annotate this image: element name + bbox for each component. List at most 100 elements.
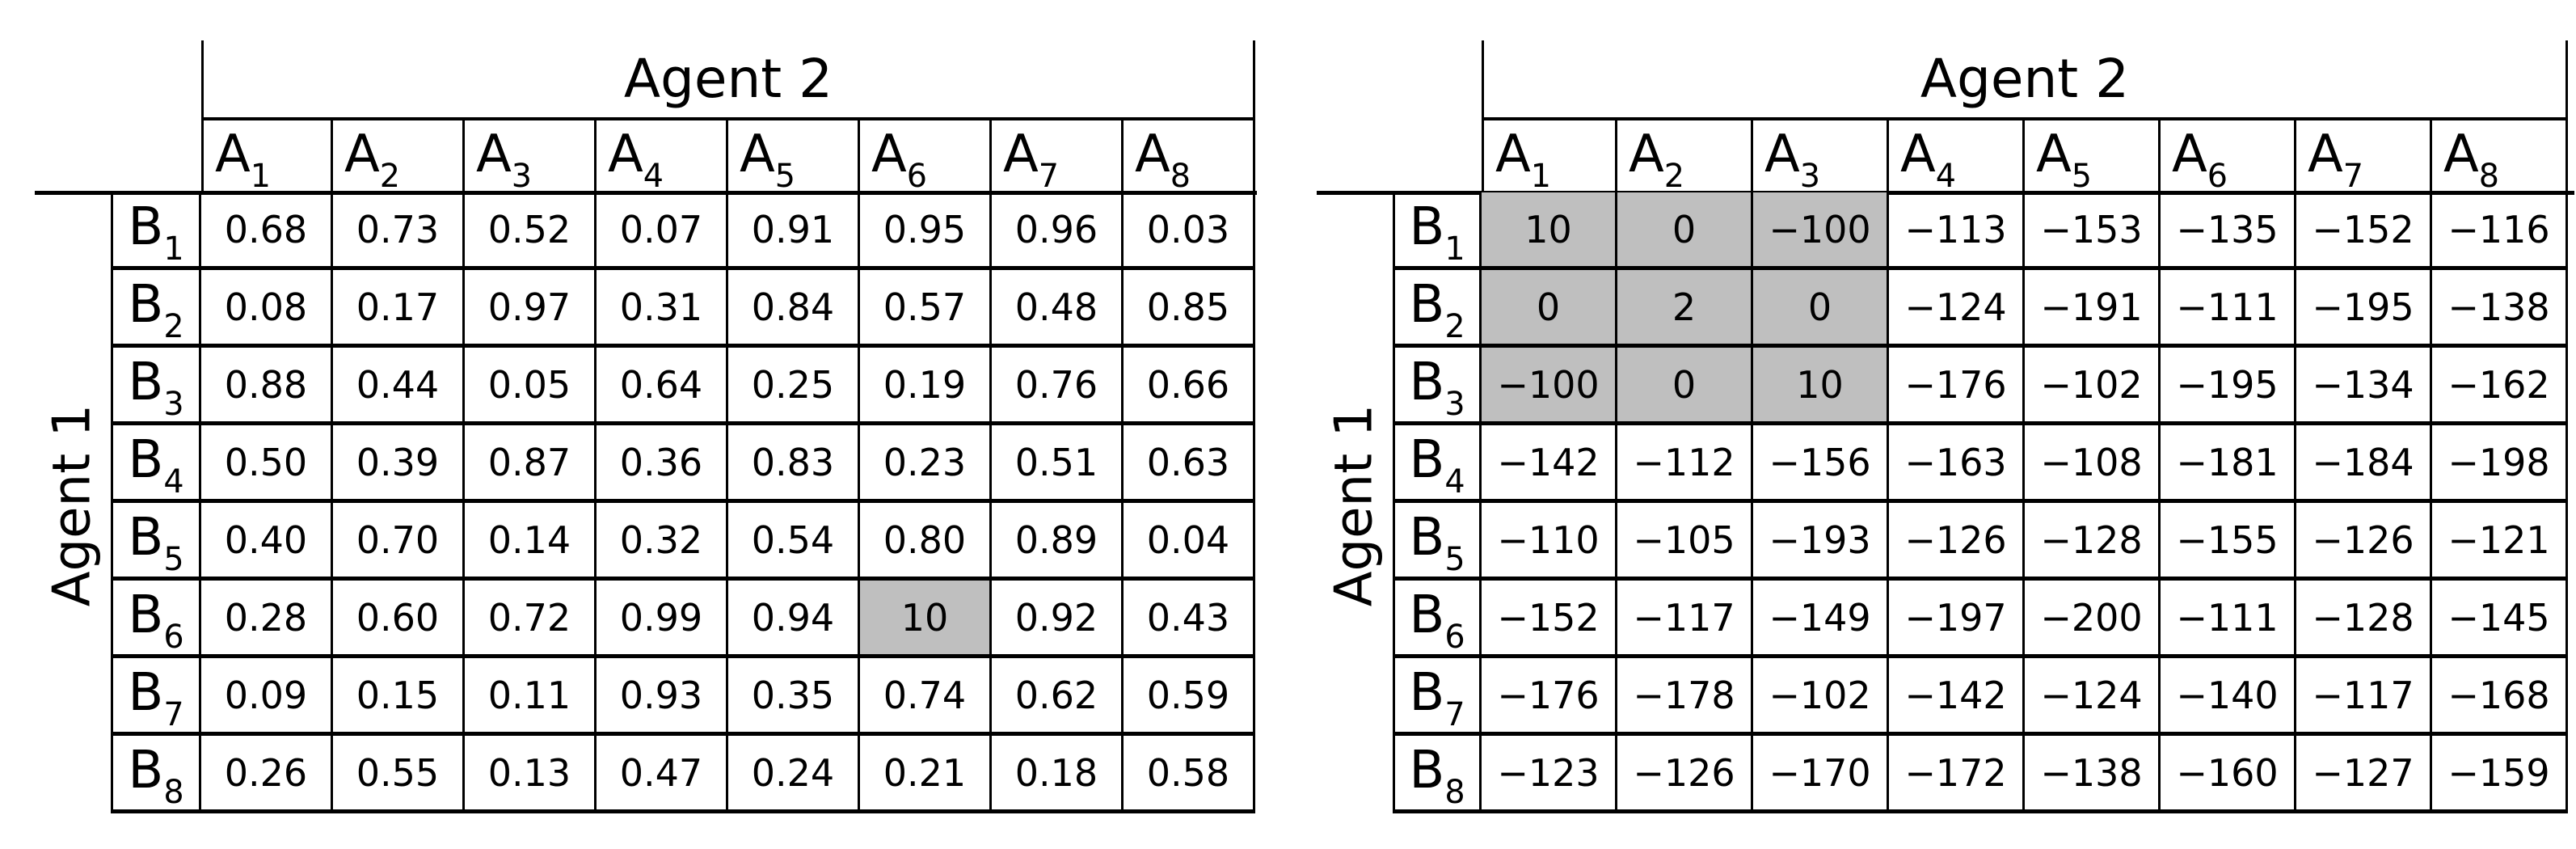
col-group-title: Agent 2 — [201, 40, 1255, 117]
col-header: A4 — [597, 117, 728, 192]
subscripted-label: B5 — [1409, 507, 1465, 579]
matrix-cell: −200 — [2025, 581, 2161, 658]
matrix-cell: 0.50 — [201, 425, 333, 503]
payoff-matrix-right: Agent 1 Agent 2 A1 A2 A3 A4 A5 A6 A7 A8 B1 10 0 −100−… — [1317, 0, 2574, 849]
matrix-cell: 0.70 — [333, 503, 465, 581]
col-header: A3 — [1753, 117, 1889, 192]
matrix-cell: −152 — [2296, 192, 2432, 270]
matrix-cell: −108 — [2025, 425, 2161, 503]
matrix-cell: −110 — [1482, 503, 1617, 581]
matrix-cell: −142 — [1482, 425, 1617, 503]
matrix-cell: 10 — [1753, 348, 1889, 425]
matrix-cell: 0.97 — [465, 270, 597, 348]
matrix-cell: −126 — [2296, 503, 2432, 581]
row-group-title-text: Agent 1 — [42, 403, 102, 607]
subscripted-label: A1 — [1495, 124, 1552, 196]
subscripted-label: B1 — [128, 196, 184, 268]
subscripted-label: A8 — [1135, 124, 1191, 196]
col-header: A5 — [2025, 117, 2161, 192]
matrix-cell: 0.66 — [1124, 348, 1255, 425]
subscripted-label: B3 — [1409, 352, 1465, 424]
matrix-cell: −168 — [2432, 658, 2568, 736]
matrix-cell: −113 — [1889, 192, 2025, 270]
matrix-cell: −127 — [2296, 736, 2432, 813]
col-header: A5 — [728, 117, 860, 192]
matrix-cell: −102 — [2025, 348, 2161, 425]
subscripted-label: A2 — [1629, 124, 1685, 196]
matrix-cell: 0.74 — [860, 658, 992, 736]
matrix-cell: 0.23 — [860, 425, 992, 503]
row-header: B8 — [111, 736, 201, 813]
matrix-cell: −126 — [1889, 503, 2025, 581]
matrix-cell: 0.07 — [597, 192, 728, 270]
header-body-rule — [35, 191, 1257, 195]
row-group-title-text: Agent 1 — [1324, 403, 1384, 607]
corner-stub — [111, 40, 201, 117]
matrix-grid: Agent 2 A1 A2 A3 A4 A5 A6 A7 A8 B1 10 0 −100 −113 −153… — [1393, 40, 2568, 813]
col-header: A8 — [2432, 117, 2568, 192]
row-header: B3 — [111, 348, 201, 425]
matrix-cell: 0.18 — [992, 736, 1124, 813]
matrix-cell: −111 — [2161, 270, 2296, 348]
corner-stub — [1393, 40, 1482, 117]
matrix-cell: −138 — [2025, 736, 2161, 813]
matrix-cell: −100 — [1753, 192, 1889, 270]
matrix-cell: 0 — [1753, 270, 1889, 348]
matrix-cell: 10 — [860, 581, 992, 658]
matrix-cell: −117 — [2296, 658, 2432, 736]
matrix-cell: 0.08 — [201, 270, 333, 348]
matrix-cell: −162 — [2432, 348, 2568, 425]
matrix-cell: 0.95 — [860, 192, 992, 270]
col-header: A8 — [1124, 117, 1255, 192]
matrix-cell: −172 — [1889, 736, 2025, 813]
matrix-cell: 0.03 — [1124, 192, 1255, 270]
matrix-cell: 0.55 — [333, 736, 465, 813]
matrix-cell: 0.14 — [465, 503, 597, 581]
matrix-cell: −176 — [1889, 348, 2025, 425]
matrix-cell: 0.92 — [992, 581, 1124, 658]
matrix-cell: 0.96 — [992, 192, 1124, 270]
matrix-cell: 0.83 — [728, 425, 860, 503]
col-group-title-text: Agent 2 — [1920, 48, 2130, 110]
matrix-cell: 0.63 — [1124, 425, 1255, 503]
subscripted-label: A5 — [740, 124, 796, 196]
matrix-cell: 0.68 — [201, 192, 333, 270]
subscripted-label: B7 — [1409, 662, 1465, 734]
subscripted-label: B3 — [128, 352, 184, 424]
matrix-cell: 0.39 — [333, 425, 465, 503]
header-body-rule — [1317, 191, 2574, 195]
col-header: A6 — [2161, 117, 2296, 192]
row-header: B6 — [111, 581, 201, 658]
matrix-cell: 0.80 — [860, 503, 992, 581]
matrix-cell: −111 — [2161, 581, 2296, 658]
matrix-cell: 0.54 — [728, 503, 860, 581]
matrix-cell: 0 — [1482, 270, 1617, 348]
matrix-cell: 0.24 — [728, 736, 860, 813]
matrix-cell: 0.89 — [992, 503, 1124, 581]
matrix-cell: 0.64 — [597, 348, 728, 425]
matrix-cell: 0.72 — [465, 581, 597, 658]
col-header: A7 — [992, 117, 1124, 192]
matrix-cell: −112 — [1617, 425, 1753, 503]
matrix-cell: −128 — [2025, 503, 2161, 581]
matrix-cell: −184 — [2296, 425, 2432, 503]
payoff-matrix-left: Agent 1 Agent 2 A1 A2 A3 A4 A5 A6 A7 A8 B1 0.68 0.73… — [35, 0, 1257, 849]
col-header: A6 — [860, 117, 992, 192]
subscripted-label: B6 — [128, 585, 184, 657]
subscripted-label: A6 — [2172, 124, 2228, 196]
matrix-cell: 0.58 — [1124, 736, 1255, 813]
col-header: A3 — [465, 117, 597, 192]
matrix-cell: 0.44 — [333, 348, 465, 425]
subscripted-label: A4 — [608, 124, 664, 196]
row-group-title: Agent 1 — [35, 195, 109, 816]
matrix-cell: 0.59 — [1124, 658, 1255, 736]
matrix-cell: 0.28 — [201, 581, 333, 658]
matrix-cell: 0.57 — [860, 270, 992, 348]
row-header: B5 — [111, 503, 201, 581]
subscripted-label: A5 — [2036, 124, 2093, 196]
matrix-cell: 0 — [1617, 192, 1753, 270]
subscripted-label: B7 — [128, 662, 184, 734]
header-stub — [1393, 117, 1482, 192]
matrix-cell: 0.11 — [465, 658, 597, 736]
row-header: B7 — [1393, 658, 1482, 736]
